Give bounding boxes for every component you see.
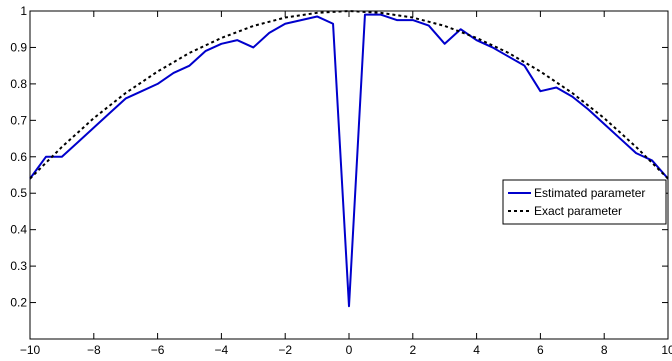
x-tick-label: −2 (278, 343, 292, 357)
y-tick-label: 0.9 (10, 40, 27, 54)
y-tick-label: 0.2 (10, 296, 27, 310)
x-tick-label: 2 (409, 343, 416, 357)
series-layer (29, 10, 669, 308)
y-tick-label: 0.8 (10, 77, 27, 91)
series-line-estimated (29, 13, 669, 308)
x-tick-label: 10 (661, 343, 672, 357)
y-tick-label: 0.4 (10, 223, 27, 237)
y-tick-label: 0.5 (10, 186, 27, 200)
legend-label-exact: Exact parameter (534, 204, 622, 218)
plot-area (29, 10, 669, 340)
x-tick-label: −8 (87, 343, 101, 357)
x-tick-label: 0 (346, 343, 353, 357)
x-tick-label: −10 (20, 343, 41, 357)
y-tick-label: 0.7 (10, 113, 27, 127)
x-tick-label: −6 (151, 343, 165, 357)
legend-label-estimated: Estimated parameter (534, 186, 645, 200)
y-tick-label: 0.3 (10, 259, 27, 273)
plot-frame (29, 10, 669, 340)
legend-box (502, 179, 667, 225)
y-tick-label: 1 (20, 4, 27, 18)
x-tick-label: 8 (601, 343, 608, 357)
x-tick-label: 4 (473, 343, 480, 357)
x-tick-label: −4 (215, 343, 229, 357)
axes-layer: −10 −8 −6 −4 −2 0 2 4 6 8 10 0.2 0.3 0.4 0.5 0.6 0.7 0.8 0… (10, 4, 672, 357)
legend: Estimated parameter Exact parameter (502, 179, 667, 225)
y-tick-label: 0.6 (10, 150, 27, 164)
x-tick-label: 6 (537, 343, 544, 357)
